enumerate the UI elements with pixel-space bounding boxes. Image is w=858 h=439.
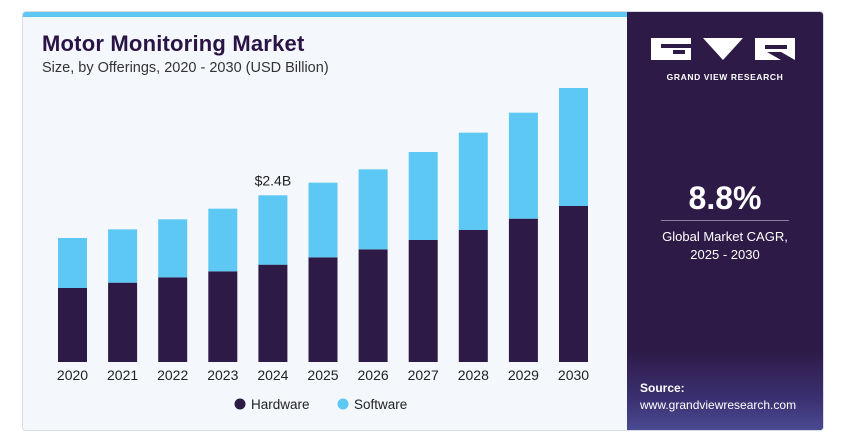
chart-card: Motor Monitoring Market Size, by Offerin… bbox=[22, 11, 824, 431]
bar-hardware-2025 bbox=[308, 257, 338, 362]
bar-software-2029 bbox=[508, 112, 538, 219]
chart-subtitle: Size, by Offerings, 2020 - 2030 (USD Bil… bbox=[42, 60, 329, 76]
legend-software-label: Software bbox=[354, 397, 407, 412]
source-url[interactable]: www.grandviewresearch.com bbox=[640, 398, 797, 412]
x-tick-label: 2024 bbox=[257, 367, 288, 383]
data-label-2024: $2.4B bbox=[255, 172, 292, 188]
accent-bar bbox=[23, 12, 627, 17]
x-tick-label: 2022 bbox=[157, 367, 188, 383]
source-label: Source: bbox=[640, 381, 685, 395]
x-tick-label: 2030 bbox=[558, 367, 589, 383]
bar-software-2026 bbox=[358, 169, 388, 250]
bar-software-2024 bbox=[258, 195, 288, 265]
bar-software-2023 bbox=[208, 208, 238, 272]
cagr-value: 8.8% bbox=[688, 180, 762, 216]
bar-hardware-2028 bbox=[458, 230, 488, 362]
cagr-divider bbox=[661, 220, 789, 221]
legend-software-marker bbox=[337, 398, 349, 410]
x-tick-label: 2020 bbox=[57, 367, 88, 383]
legend-hardware-marker bbox=[234, 398, 246, 410]
bar-hardware-2024 bbox=[258, 264, 288, 362]
x-tick-label: 2027 bbox=[408, 367, 439, 383]
side-panel: GRAND VIEW RESEARCH 8.8% Global Market C… bbox=[627, 12, 823, 430]
cagr-label-line2: 2025 - 2030 bbox=[690, 247, 760, 262]
bar-software-2022 bbox=[158, 219, 188, 278]
bar-hardware-2030 bbox=[559, 206, 588, 362]
bar-software-2021 bbox=[108, 229, 138, 283]
bar-software-2027 bbox=[408, 152, 438, 240]
brand-name: GRAND VIEW RESEARCH bbox=[666, 72, 784, 82]
bar-hardware-2021 bbox=[108, 282, 138, 362]
source-background bbox=[627, 350, 823, 430]
x-tick-label: 2026 bbox=[358, 367, 389, 383]
x-tick-label: 2023 bbox=[207, 367, 238, 383]
bar-hardware-2027 bbox=[408, 240, 438, 362]
bar-software-2030 bbox=[559, 88, 588, 206]
stacked-bar-chart: 2020 2021 2022 2023 2024 2025 2026 2027 2028 2029… bbox=[57, 88, 589, 412]
chart-title: Motor Monitoring Market bbox=[42, 31, 305, 56]
x-tick-label: 2029 bbox=[508, 367, 539, 383]
x-tick-label: 2025 bbox=[307, 367, 338, 383]
gvr-logo-icon bbox=[651, 38, 795, 60]
cagr-label-line1: Global Market CAGR, bbox=[662, 229, 788, 244]
bar-hardware-2023 bbox=[208, 271, 238, 362]
cagr-label: Global Market CAGR, 2025 - 2030 bbox=[627, 228, 823, 264]
bar-software-2020 bbox=[58, 238, 87, 288]
bar-hardware-2029 bbox=[508, 218, 538, 362]
x-tick-label: 2021 bbox=[107, 367, 138, 383]
bar-hardware-2026 bbox=[358, 249, 388, 362]
x-tick-label: 2028 bbox=[458, 367, 489, 383]
bar-hardware-2022 bbox=[158, 277, 188, 362]
bar-software-2025 bbox=[308, 182, 338, 258]
legend-hardware-label: Hardware bbox=[251, 397, 310, 412]
bar-hardware-2020 bbox=[58, 288, 87, 362]
bar-software-2028 bbox=[458, 132, 488, 230]
